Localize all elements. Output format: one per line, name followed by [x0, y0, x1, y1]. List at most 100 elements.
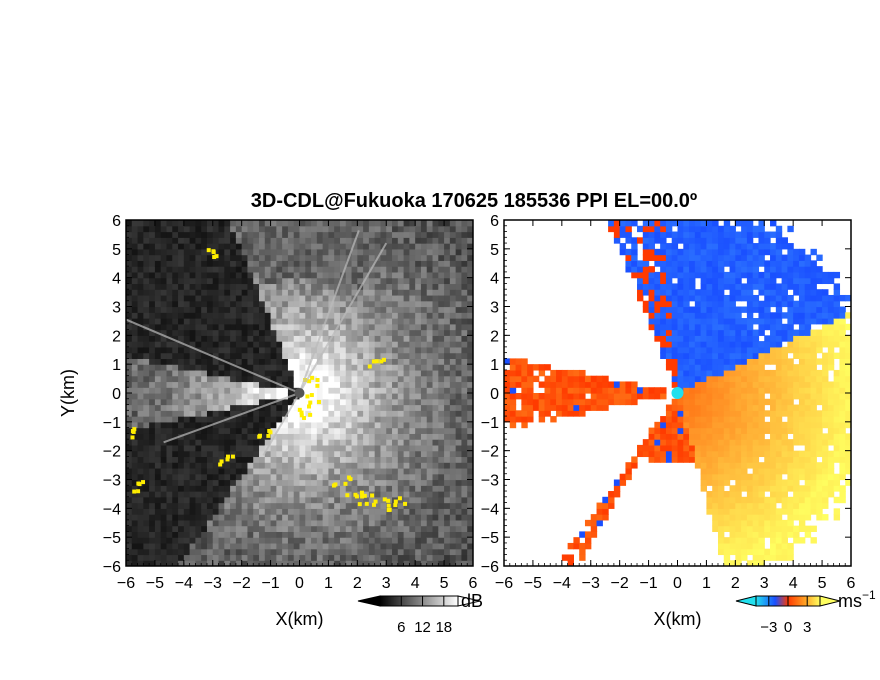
snr-cell [160, 548, 168, 556]
snr-highlight-cell [308, 400, 313, 405]
snr-cell [287, 542, 295, 550]
snr-cell [178, 387, 185, 394]
snr-cell [426, 456, 434, 463]
snr-cell [183, 381, 191, 388]
velocity-cell [717, 329, 725, 336]
snr-cell [212, 283, 220, 290]
snr-cell [392, 433, 399, 440]
snr-cell [172, 335, 179, 342]
snr-cell [316, 444, 324, 452]
velocity-cell [677, 283, 684, 290]
snr-cell [415, 525, 422, 532]
snr-cell [126, 531, 133, 538]
snr-cell [137, 416, 144, 423]
velocity-cell [694, 462, 702, 469]
velocity-cell [619, 398, 627, 406]
snr-cell [230, 260, 237, 267]
snr-cell [403, 277, 410, 285]
snr-cell [392, 358, 399, 365]
snr-cell [282, 404, 289, 411]
snr-cell [426, 467, 434, 475]
velocity-cell [509, 364, 517, 371]
snr-cell [160, 502, 168, 509]
snr-cell [316, 519, 324, 527]
snr-cell [282, 294, 289, 302]
velocity-cell [717, 531, 725, 538]
snr-cell [160, 289, 168, 296]
snr-cell [455, 514, 463, 521]
snr-cell [368, 300, 376, 308]
snr-cell [183, 237, 191, 244]
snr-cell [311, 416, 318, 423]
snr-cell [201, 300, 208, 308]
snr-cell [172, 346, 179, 354]
snr-cell [235, 519, 243, 527]
velocity-cell [538, 369, 546, 377]
snr-cell [357, 537, 364, 544]
snr-cell [397, 381, 405, 388]
snr-cell [241, 323, 249, 331]
snr-cell [166, 393, 173, 400]
snr-cell [143, 358, 150, 365]
snr-cell [172, 260, 179, 267]
snr-cell [143, 306, 150, 313]
velocity-cell [683, 266, 690, 273]
velocity-cell [683, 260, 690, 267]
snr-cell [397, 375, 405, 383]
x-tick-label: −5 [146, 575, 164, 592]
snr-cell [230, 266, 237, 273]
snr-cell [299, 271, 306, 279]
snr-cell [328, 277, 335, 285]
snr-cell [426, 531, 434, 538]
snr-cell [201, 369, 208, 377]
snr-cell [264, 271, 272, 279]
snr-cell [189, 318, 196, 325]
snr-cell [259, 335, 266, 342]
snr-cell [363, 289, 370, 296]
snr-cell [380, 254, 387, 261]
snr-cell [235, 462, 243, 469]
velocity-cell [694, 456, 702, 463]
velocity-cell [694, 260, 702, 267]
velocity-cell [712, 306, 719, 313]
snr-cell [183, 502, 191, 509]
velocity-cell [613, 485, 621, 492]
snr-cell [374, 525, 382, 532]
snr-cell [420, 352, 428, 359]
snr-cell [311, 410, 318, 417]
snr-cell [230, 225, 237, 233]
velocity-cell [735, 519, 742, 527]
snr-cell [160, 341, 168, 348]
snr-cell [334, 248, 341, 256]
snr-cell [322, 231, 330, 238]
snr-cell [420, 329, 428, 336]
snr-cell [253, 289, 260, 296]
velocity-cell [741, 306, 748, 313]
snr-cell [461, 531, 468, 538]
snr-cell [183, 323, 191, 331]
velocity-cell [527, 375, 534, 383]
velocity-cell [654, 421, 661, 429]
snr-cell [253, 439, 260, 446]
snr-cell [235, 387, 243, 394]
snr-cell [160, 237, 168, 244]
snr-cell [339, 277, 347, 285]
velocity-cell [712, 387, 719, 394]
snr-cell [392, 514, 399, 521]
velocity-cell [741, 514, 748, 521]
snr-cell [270, 393, 277, 400]
snr-cell [357, 277, 364, 285]
velocity-cell [694, 294, 702, 302]
snr-cell [189, 398, 196, 406]
velocity-cell [729, 531, 736, 538]
snr-cell [426, 294, 434, 302]
velocity-cell [660, 450, 667, 458]
snr-cell [212, 277, 220, 285]
snr-cell [397, 421, 405, 429]
snr-cell [409, 300, 416, 308]
snr-cell [247, 341, 254, 348]
velocity-cell [671, 416, 679, 423]
snr-cell [328, 479, 335, 486]
velocity-cell [677, 421, 684, 429]
